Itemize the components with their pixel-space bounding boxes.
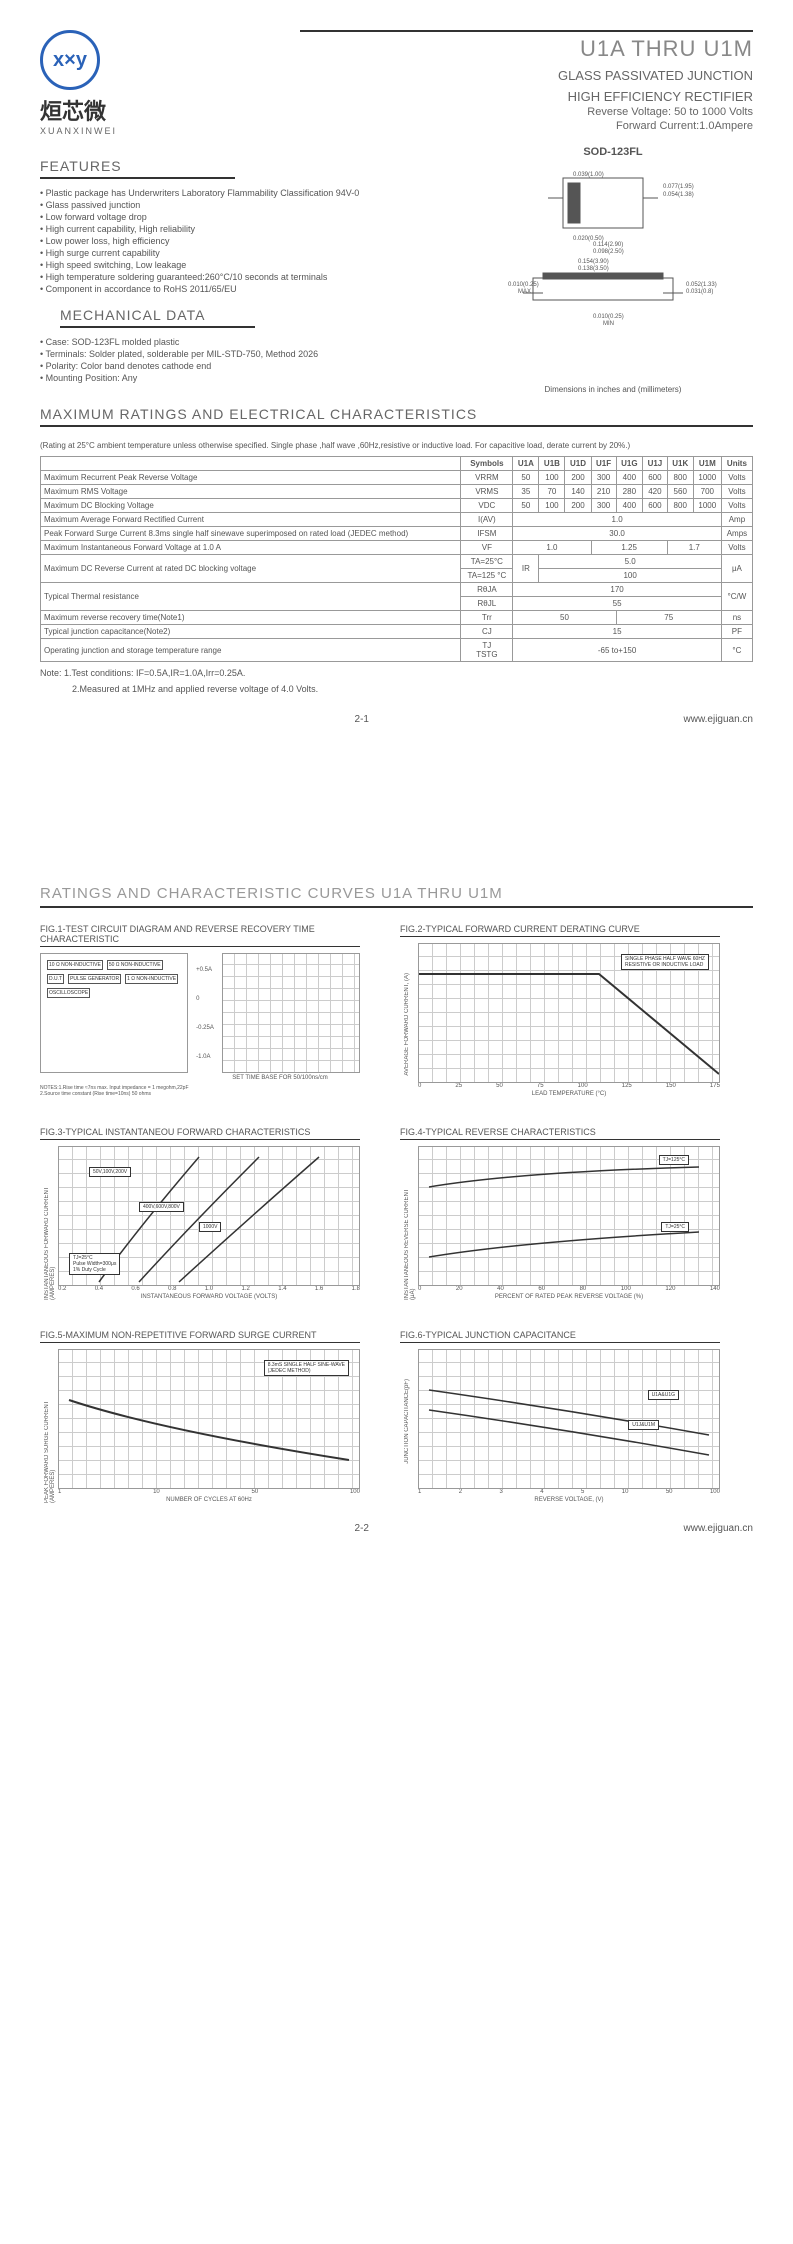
fig1-diag-note: NOTES:1.Rise time ≈7ns max. Input impeda… xyxy=(40,1085,360,1097)
svg-text:0.010(0.25): 0.010(0.25) xyxy=(593,314,624,320)
ratings-note: (Rating at 25°C ambient temperature unle… xyxy=(40,441,753,450)
mech-item: Polarity: Color band denotes cathode end xyxy=(40,360,473,372)
note-1: Note: 1.Test conditions: IF=0.5A,IR=1.0A… xyxy=(40,668,753,678)
header: x×y 烜芯微 XUANXINWEI U1A THRU U1M GLASS PA… xyxy=(40,30,753,136)
subtitle-3: Reverse Voltage: 50 to 1000 Volts xyxy=(180,106,753,118)
fig4-x-label: PERCENT OF RATED PEAK REVERSE VOLTAGE (%… xyxy=(418,1294,720,1300)
svg-text:0.154(3.90): 0.154(3.90) xyxy=(578,259,609,265)
fig-3: FIG.3-TYPICAL INSTANTANEOU FORWARD CHARA… xyxy=(40,1127,360,1300)
svg-text:MAX: MAX xyxy=(518,289,531,295)
part-title: U1A THRU U1M xyxy=(300,30,753,62)
features-list: Plastic package has Underwriters Laborat… xyxy=(40,187,473,295)
mech-heading: MECHANICAL DATA xyxy=(60,307,255,328)
package-drawing: SOD-123FL 0.039(1.00) 0.020(0.50) 0.077(… xyxy=(473,146,753,394)
fig4-chart: TJ=125°C TJ=25°C xyxy=(418,1146,720,1286)
feature-item: Low power loss, high efficiency xyxy=(40,235,473,247)
svg-text:0.098(2.50): 0.098(2.50) xyxy=(593,249,624,255)
footer-url: www.ejiguan.cn xyxy=(684,714,753,725)
logo-icon: x×y xyxy=(40,30,100,90)
mech-item: Terminals: Solder plated, solderable per… xyxy=(40,348,473,360)
fig1-title: FIG.1-TEST CIRCUIT DIAGRAM AND REVERSE R… xyxy=(40,924,360,947)
page-number: 2-1 xyxy=(40,714,684,725)
feature-item: High current capability, High reliabilit… xyxy=(40,223,473,235)
feature-item: High speed switching, Low leakage xyxy=(40,259,473,271)
fig3-chart: 50V,100V,200V 400V,600V,800V 1000V TJ=25… xyxy=(58,1146,360,1286)
fig1-x-label: SET TIME BASE FOR 50/100ns/cm xyxy=(200,1075,360,1081)
package-outline-icon: 0.039(1.00) 0.020(0.50) 0.077(1.95) 0.05… xyxy=(503,168,723,368)
fig5-title: FIG.5-MAXIMUM NON-REPETITIVE FORWARD SUR… xyxy=(40,1330,360,1343)
feature-item: High temperature soldering guaranteed:26… xyxy=(40,271,473,283)
fig1-circuit-diagram: 10 Ω NON-INDUCTIVE50 Ω NON-INDUCTIVED.U.… xyxy=(40,953,188,1073)
page-footer-2: 2-2 www.ejiguan.cn xyxy=(40,1523,753,1534)
figure-grid: FIG.1-TEST CIRCUIT DIAGRAM AND REVERSE R… xyxy=(40,924,753,1503)
mech-item: Mounting Position: Any xyxy=(40,372,473,384)
feature-item: High surge current capability xyxy=(40,247,473,259)
fig3-x-label: INSTANTANEOUS FORWARD VOLTAGE (VOLTS) xyxy=(58,1294,360,1300)
fig1-y-labels: +0.5A0-0.25A-1.0A xyxy=(194,953,216,1073)
fig4-y-label: INSTANTANEOUS REVERSE CURRENT (μA) xyxy=(404,1176,416,1300)
fig-4: FIG.4-TYPICAL REVERSE CHARACTERISTICS IN… xyxy=(400,1127,720,1300)
curves-heading: RATINGS AND CHARACTERISTIC CURVES U1A TH… xyxy=(40,885,753,908)
features-heading: FEATURES xyxy=(40,158,235,179)
page-2: RATINGS AND CHARACTERISTIC CURVES U1A TH… xyxy=(0,855,793,1564)
svg-text:0.010(0.25): 0.010(0.25) xyxy=(508,282,539,288)
logo-cn-text: 烜芯微 xyxy=(40,94,180,126)
mech-list: Case: SOD-123FL molded plasticTerminals:… xyxy=(40,336,473,384)
logo: x×y 烜芯微 XUANXINWEI xyxy=(40,30,180,136)
page-1: x×y 烜芯微 XUANXINWEI U1A THRU U1M GLASS PA… xyxy=(0,0,793,755)
fig2-x-label: LEAD TEMPERATURE (°C) xyxy=(418,1091,720,1097)
feature-item: Component in accordance to RoHS 2011/65/… xyxy=(40,283,473,295)
fig5-chart: 8.3mS SINGLE HALF SINE-WAVE (JEDEC METHO… xyxy=(58,1349,360,1489)
feature-item: Low forward voltage drop xyxy=(40,211,473,223)
svg-text:0.114(2.90): 0.114(2.90) xyxy=(593,242,623,248)
svg-text:0.054(1.38): 0.054(1.38) xyxy=(663,192,694,198)
note-2: 2.Measured at 1MHz and applied reverse v… xyxy=(72,684,753,694)
fig4-title: FIG.4-TYPICAL REVERSE CHARACTERISTICS xyxy=(400,1127,720,1140)
dim-note: Dimensions in inches and (millimeters) xyxy=(473,385,753,394)
fig6-title: FIG.6-TYPICAL JUNCTION CAPACITANCE xyxy=(400,1330,720,1343)
svg-text:0.052(1.33): 0.052(1.33) xyxy=(686,282,717,288)
svg-text:0.138(3.50): 0.138(3.50) xyxy=(578,266,609,272)
feature-item: Glass passived junction xyxy=(40,199,473,211)
max-ratings-heading: MAXIMUM RATINGS AND ELECTRICAL CHARACTER… xyxy=(40,406,753,427)
fig-1: FIG.1-TEST CIRCUIT DIAGRAM AND REVERSE R… xyxy=(40,924,360,1097)
subtitle-1: GLASS PASSIVATED JUNCTION xyxy=(180,68,753,83)
fig1-chart xyxy=(222,953,360,1073)
fig5-y-label: PEAK FORWARD SURGE CURRENT (AMPERES) xyxy=(44,1379,56,1503)
footer-url: www.ejiguan.cn xyxy=(684,1523,753,1534)
subtitle-2: HIGH EFFICIENCY RECTIFIER xyxy=(180,89,753,104)
fig2-y-label: AVERAGE FORWARD CURRENT, (A) xyxy=(404,973,410,1076)
svg-text:MIN: MIN xyxy=(603,321,614,327)
fig6-x-label: REVERSE VOLTAGE, (V) xyxy=(418,1497,720,1503)
fig3-y-label: INSTANTANEOUS FORWARD CURRENT (AMPERES) xyxy=(44,1176,56,1300)
fig2-title: FIG.2-TYPICAL FORWARD CURRENT DERATING C… xyxy=(400,924,720,937)
fig5-x-label: NUMBER OF CYCLES AT 60Hz xyxy=(58,1497,360,1503)
svg-text:0.039(1.00): 0.039(1.00) xyxy=(573,172,604,178)
spec-table: SymbolsU1AU1BU1DU1FU1GU1JU1KU1MUnitsMaxi… xyxy=(40,456,753,662)
svg-text:0.077(1.95): 0.077(1.95) xyxy=(663,184,694,190)
page-number: 2-2 xyxy=(40,1523,684,1534)
mech-item: Case: SOD-123FL molded plastic xyxy=(40,336,473,348)
fig6-chart: U1A&U1G U1J&U1M xyxy=(418,1349,720,1489)
fig6-y-label: JUNCTION CAPACITANCE(pF) xyxy=(404,1379,410,1464)
svg-text:0.031(0.8): 0.031(0.8) xyxy=(686,289,713,295)
fig2-chart: SINGLE PHASE HALF WAVE 60HZ RESISTIVE OR… xyxy=(418,943,720,1083)
package-label: SOD-123FL xyxy=(473,146,753,158)
fig-6: FIG.6-TYPICAL JUNCTION CAPACITANCE JUNCT… xyxy=(400,1330,720,1503)
fig-2: FIG.2-TYPICAL FORWARD CURRENT DERATING C… xyxy=(400,924,720,1097)
title-block: U1A THRU U1M GLASS PASSIVATED JUNCTION H… xyxy=(180,30,753,136)
feature-item: Plastic package has Underwriters Laborat… xyxy=(40,187,473,199)
fig-5: FIG.5-MAXIMUM NON-REPETITIVE FORWARD SUR… xyxy=(40,1330,360,1503)
logo-en-text: XUANXINWEI xyxy=(40,126,180,136)
subtitle-4: Forward Current:1.0Ampere xyxy=(180,120,753,132)
page-footer-1: 2-1 www.ejiguan.cn xyxy=(40,714,753,725)
fig3-title: FIG.3-TYPICAL INSTANTANEOU FORWARD CHARA… xyxy=(40,1127,360,1140)
